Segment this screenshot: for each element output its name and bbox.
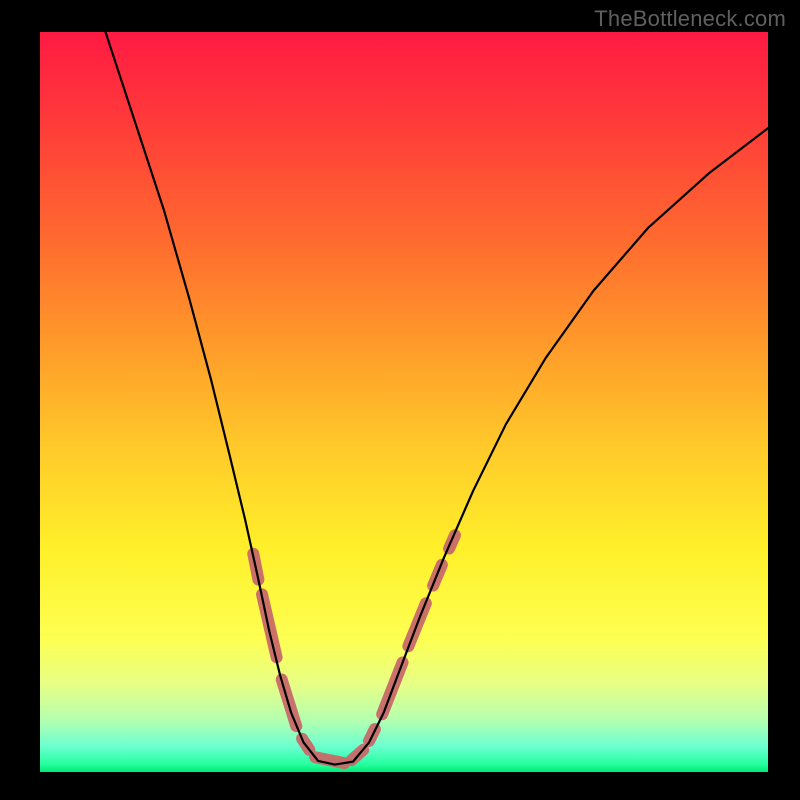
plot-area bbox=[40, 32, 768, 772]
chart-svg bbox=[40, 32, 768, 772]
watermark-text: TheBottleneck.com bbox=[594, 6, 786, 32]
stage: TheBottleneck.com bbox=[0, 0, 800, 800]
